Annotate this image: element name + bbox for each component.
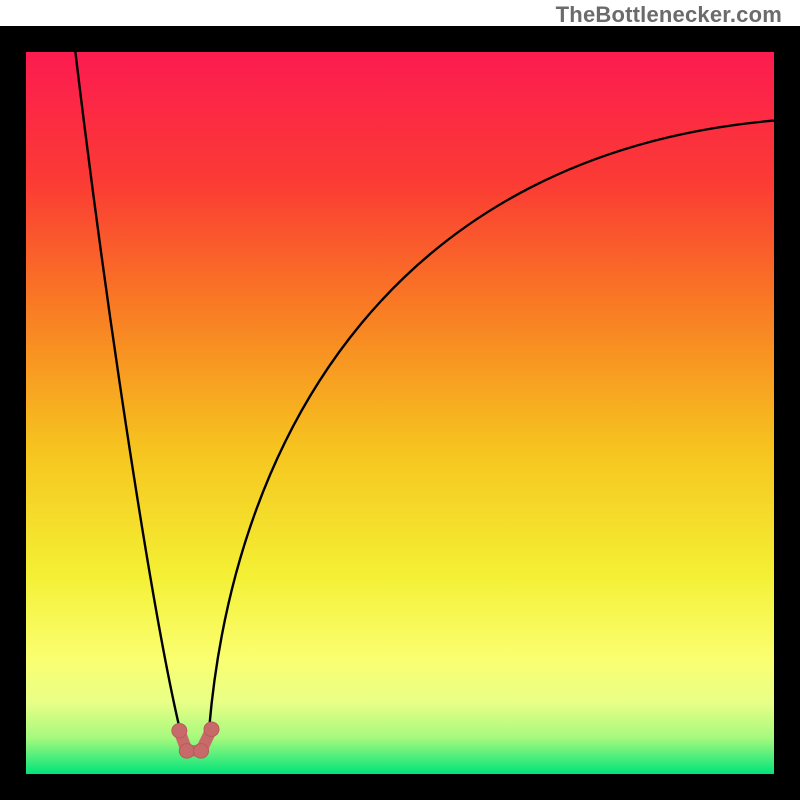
chart-frame: TheBottlenecker.com xyxy=(0,0,800,800)
gradient-background xyxy=(26,52,774,774)
marker-dot xyxy=(172,723,187,737)
watermark-text: TheBottlenecker.com xyxy=(556,2,782,28)
marker-dot xyxy=(204,722,219,736)
marker-dot xyxy=(194,744,209,758)
marker-dot xyxy=(179,744,194,758)
plot-area xyxy=(26,52,774,774)
plot-svg xyxy=(26,52,774,774)
